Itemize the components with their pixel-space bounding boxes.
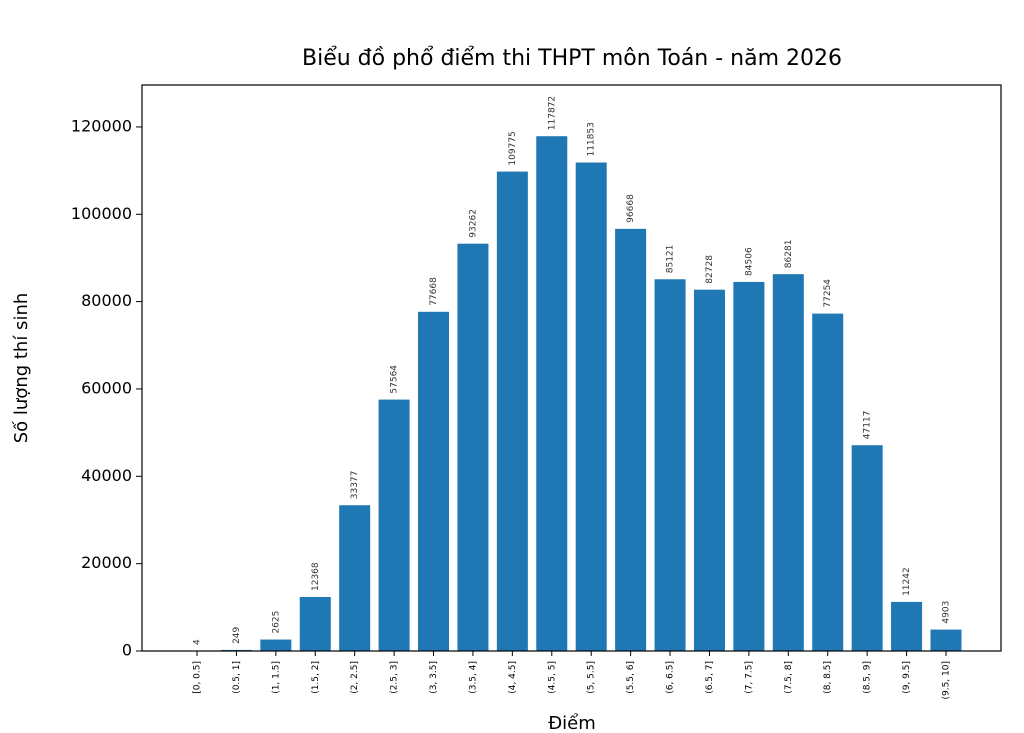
bar — [693, 289, 725, 651]
y-axis-label: Số lượng thí sinh — [11, 293, 32, 444]
x-tick-label: (0.5, 1] — [232, 661, 242, 694]
x-tick-label: (3.5, 4] — [468, 661, 478, 694]
y-tick-label: 40000 — [81, 466, 132, 485]
value-label: 111853 — [587, 122, 597, 156]
value-label: 85121 — [666, 245, 676, 274]
value-label: 47117 — [863, 411, 873, 440]
x-tick-label: (2, 2.5] — [350, 661, 360, 694]
bar — [654, 279, 686, 651]
bar — [496, 171, 528, 651]
plot-frame — [141, 84, 1002, 652]
value-label: 86281 — [784, 240, 794, 269]
y-tick-label: 100000 — [71, 204, 132, 223]
bar — [812, 313, 844, 651]
x-tick-label: [0, 0.5] — [193, 661, 203, 694]
x-tick-label: (9.5, 10] — [941, 661, 951, 700]
y-tick-label: 80000 — [81, 291, 132, 310]
value-label: 33377 — [350, 471, 360, 500]
x-tick-label: (8, 8.5] — [823, 661, 833, 694]
x-axis-label: Điểm — [548, 713, 596, 733]
x-tick-label: (5.5, 6] — [626, 661, 636, 694]
bar — [339, 505, 371, 651]
value-label: 4 — [193, 639, 203, 645]
bar — [378, 399, 410, 651]
x-tick-label: (6, 6.5] — [666, 661, 676, 694]
value-label: 84506 — [744, 247, 754, 276]
bar — [575, 162, 607, 651]
value-label: 12368 — [311, 562, 321, 591]
y-tick-label: 60000 — [81, 378, 132, 397]
bar — [536, 136, 568, 652]
value-label: 4903 — [941, 601, 951, 624]
x-tick-label: (8.5, 9] — [863, 661, 873, 694]
x-tick-label: (3, 3.5] — [429, 661, 439, 694]
bar — [930, 629, 962, 651]
x-tick-label: (5, 5.5] — [587, 661, 597, 694]
value-label: 93262 — [468, 209, 478, 238]
y-tick-label: 0 — [122, 641, 132, 660]
value-label: 82728 — [705, 255, 715, 284]
value-label: 109775 — [508, 131, 518, 165]
bar — [457, 243, 489, 651]
value-label: 96668 — [626, 194, 636, 223]
bar — [891, 601, 923, 651]
chart-title: Biểu đồ phổ điểm thi THPT môn Toán - năm… — [302, 46, 842, 71]
x-tick-label: (7.5, 8] — [784, 661, 794, 694]
bar — [260, 639, 292, 651]
x-tick-label: (4.5, 5] — [547, 661, 557, 694]
bar — [299, 596, 331, 651]
value-label: 117872 — [547, 96, 557, 130]
value-label: 77668 — [429, 277, 439, 306]
bar — [615, 228, 647, 651]
bar — [851, 445, 883, 651]
value-label: 77254 — [823, 279, 833, 308]
x-tick-label: (7, 7.5] — [744, 661, 754, 694]
value-label: 57564 — [390, 365, 400, 394]
x-tick-label: (1, 1.5] — [271, 661, 281, 694]
x-tick-label: (6.5, 7] — [705, 661, 715, 694]
x-tick-label: (4, 4.5] — [508, 661, 518, 694]
y-tick-label: 120000 — [71, 116, 132, 135]
bar — [733, 281, 765, 651]
value-label: 249 — [232, 626, 242, 643]
x-tick-label: (2.5, 3] — [390, 661, 400, 694]
value-label: 2625 — [271, 611, 281, 634]
bar — [772, 274, 804, 651]
value-label: 11242 — [902, 567, 912, 596]
bar — [418, 311, 450, 651]
x-tick-label: (1.5, 2] — [311, 661, 321, 694]
y-tick-label: 20000 — [81, 553, 132, 572]
x-tick-label: (9, 9.5] — [902, 661, 912, 694]
